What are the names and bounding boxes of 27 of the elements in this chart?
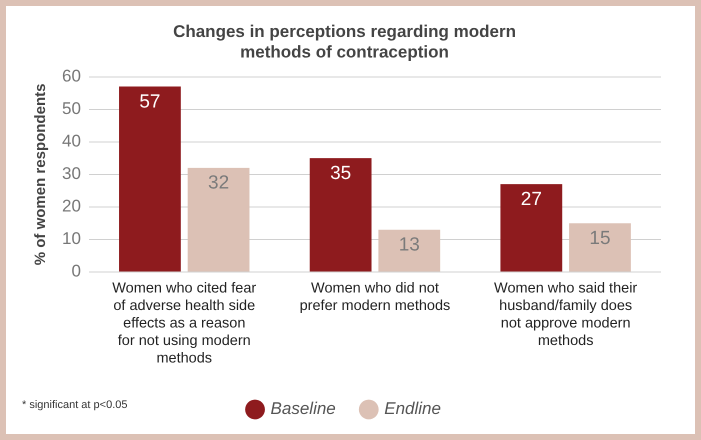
bar (188, 168, 250, 272)
y-tick-label: 40 (62, 132, 81, 151)
bar (569, 223, 631, 272)
y-tick-label: 30 (62, 164, 81, 184)
bar (310, 158, 372, 272)
y-tick-label: 50 (62, 99, 81, 118)
legend-label: Endline (384, 399, 441, 418)
data-label: 57 (139, 91, 161, 112)
y-tick-label: 20 (62, 196, 81, 216)
y-tick-label: 10 (62, 229, 81, 248)
data-label: 27 (520, 188, 542, 210)
y-axis-title: % of women respondents (32, 84, 50, 266)
bar (119, 86, 181, 272)
bar (378, 230, 440, 272)
data-label: 32 (208, 172, 230, 194)
x-tick-label: Women who cited fear of adverse health side effects as a reason for not using modern methods (112, 280, 256, 366)
legend-label: Baseline (270, 399, 336, 418)
y-tick-label: 60 (62, 66, 81, 86)
data-label: 13 (398, 234, 420, 256)
y-tick-label: 0 (71, 262, 81, 281)
x-tick-label: Women who did not prefer modern methods (300, 280, 450, 314)
data-label: 35 (330, 162, 352, 184)
data-label: 15 (589, 228, 611, 249)
chart-title: Changes in perceptions regarding modern methods of contraception (173, 22, 516, 62)
x-tick-label: Women who said their husband/family does not approve modern methods (494, 280, 638, 349)
text: * significant at p<0.05 (22, 399, 128, 412)
bar (500, 184, 562, 272)
